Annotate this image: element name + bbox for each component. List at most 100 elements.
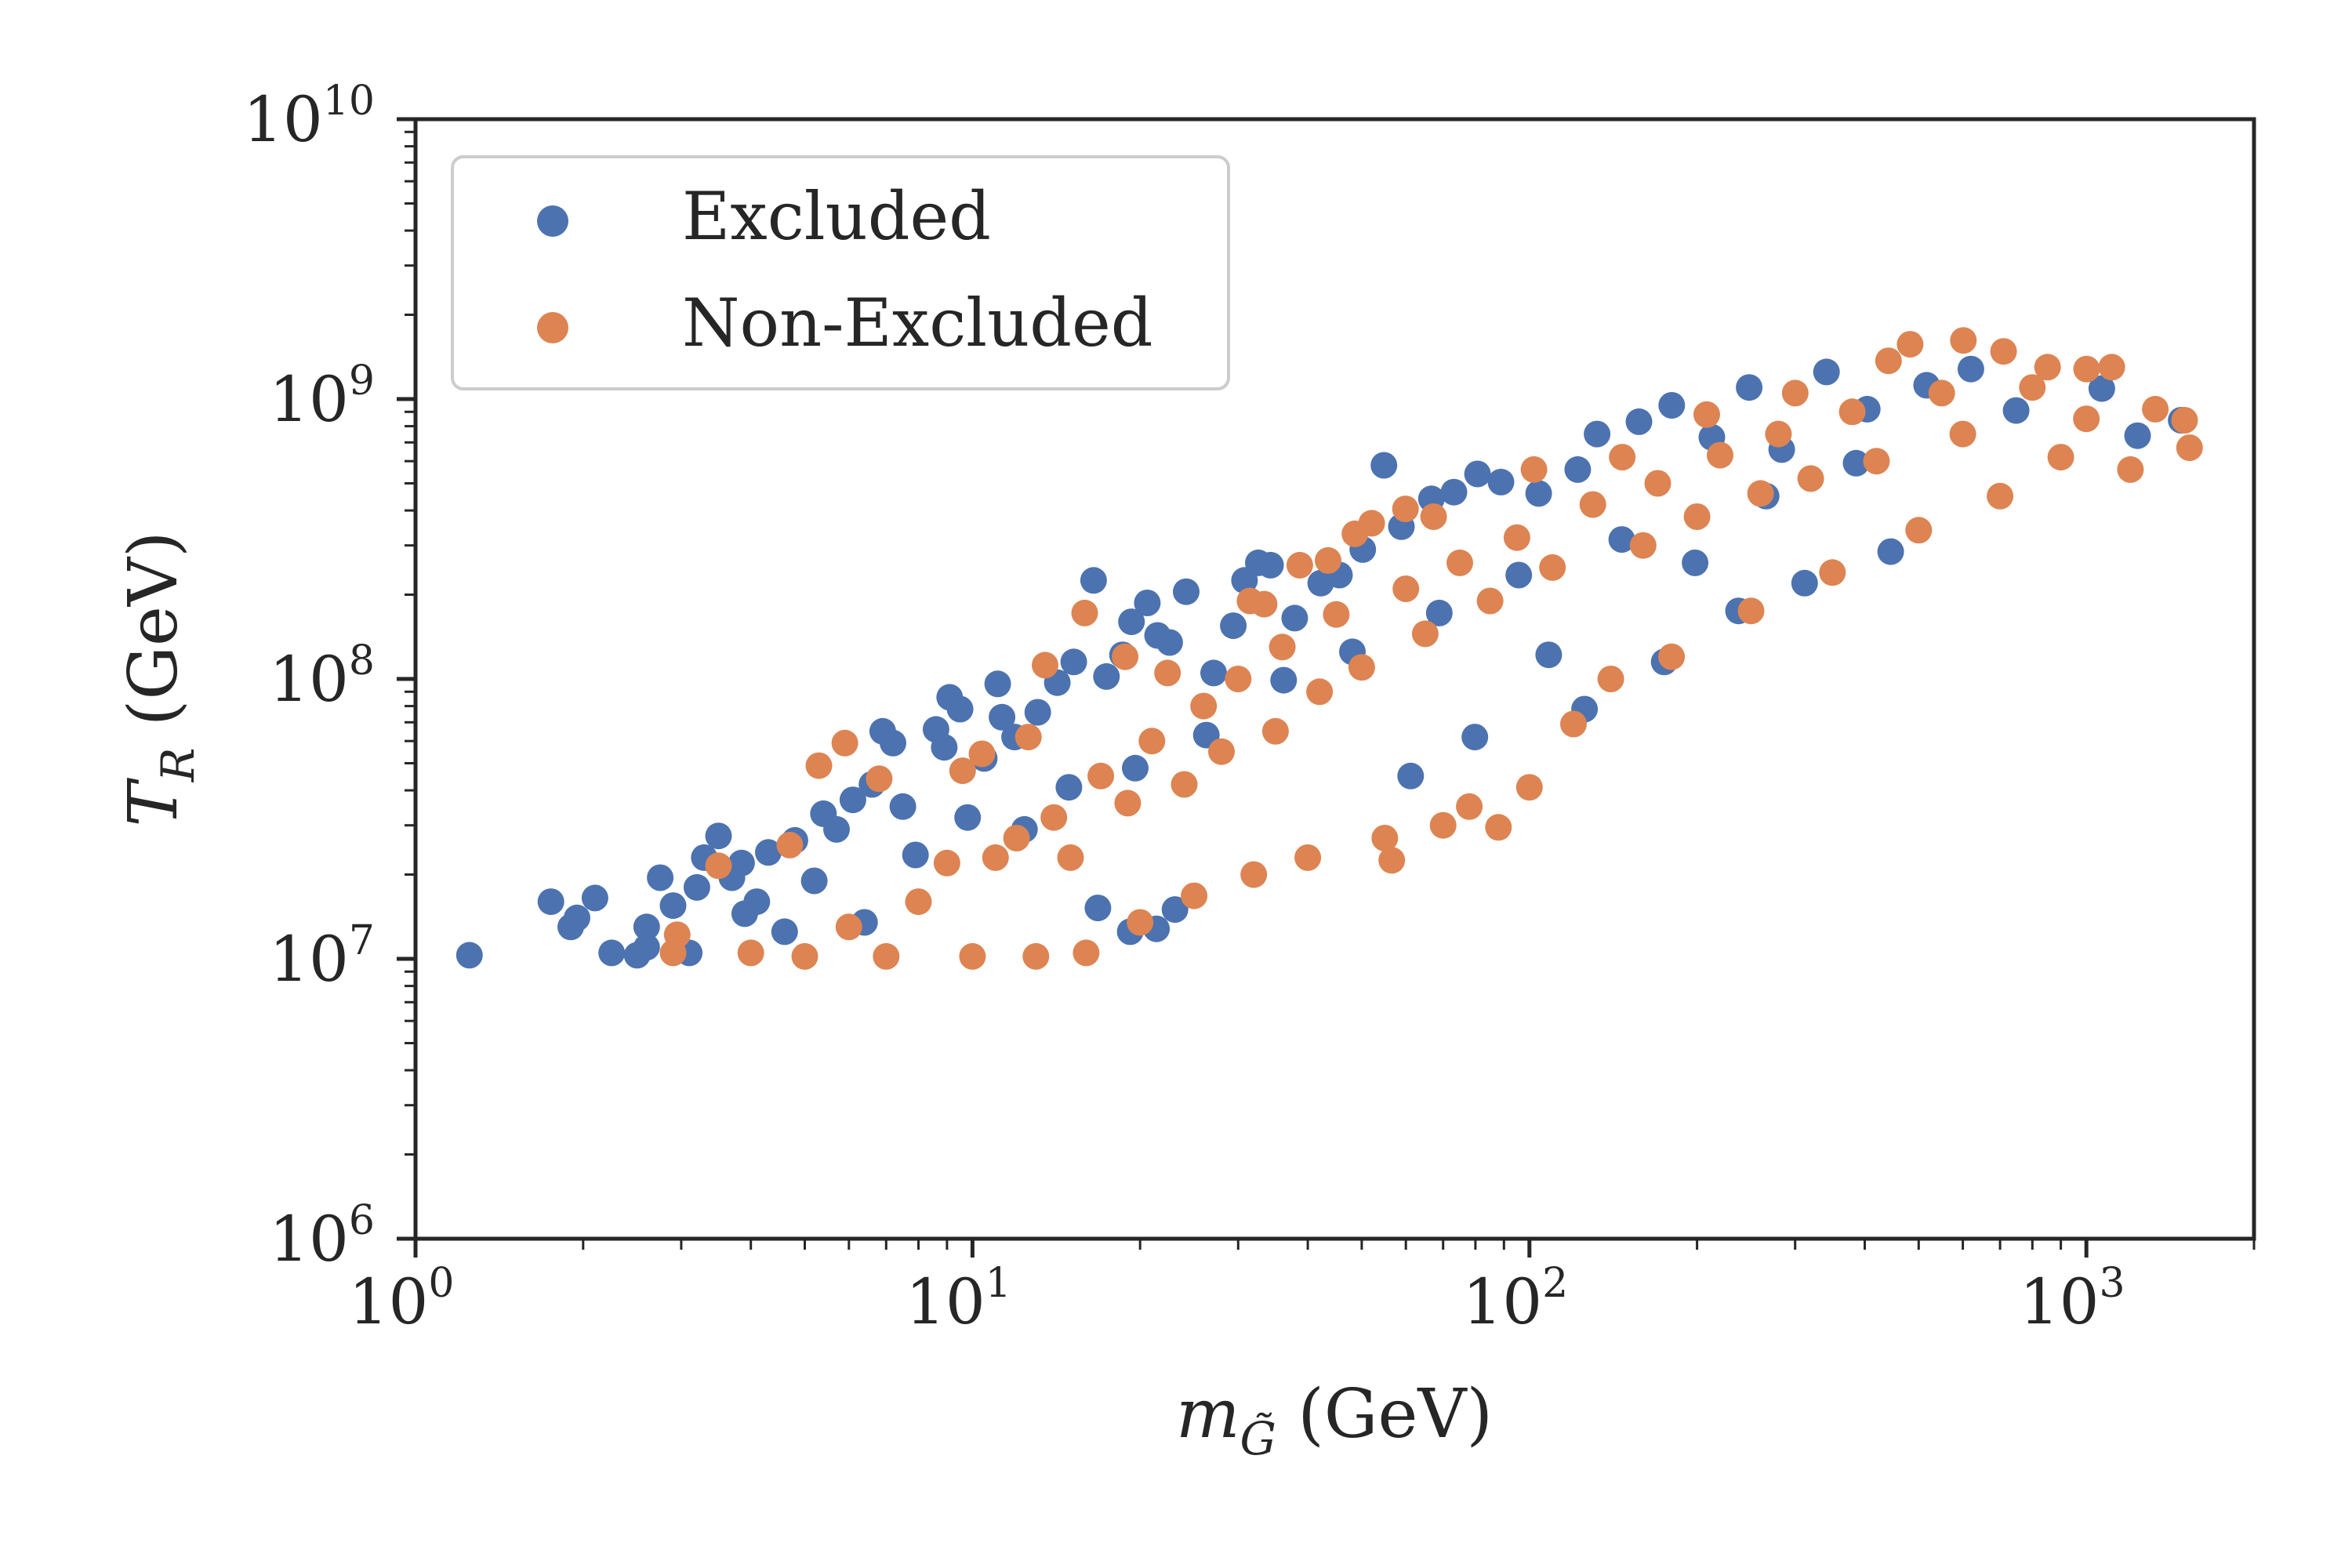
data-point — [1838, 398, 1866, 426]
data-point — [1122, 754, 1149, 782]
data-point — [2171, 407, 2198, 434]
data-point — [1225, 666, 1252, 692]
data-point — [1597, 666, 1624, 692]
data-point — [1315, 546, 1341, 574]
x-tick-exponent: 3 — [2100, 1260, 2125, 1307]
data-point — [1250, 590, 1278, 618]
data-point — [1425, 599, 1453, 626]
data-point — [1990, 338, 2017, 365]
data-point — [581, 884, 608, 912]
y-tick-exponent: 9 — [349, 358, 375, 405]
data-point — [1564, 456, 1592, 483]
data-point — [1693, 401, 1720, 428]
data-point — [1461, 724, 1489, 751]
data-point — [1294, 844, 1322, 871]
y-axis-label: TR (GeV) — [114, 531, 205, 826]
data-point — [1171, 771, 1198, 798]
data-point — [1446, 549, 1473, 576]
data-point — [1378, 847, 1406, 874]
data-point — [959, 942, 986, 970]
data-point — [537, 888, 564, 916]
data-point — [1658, 392, 1686, 419]
data-point — [1584, 420, 1611, 448]
data-point — [1987, 482, 2014, 510]
data-point — [1055, 774, 1083, 801]
y-tick-exponent: 7 — [349, 917, 375, 964]
data-point — [946, 695, 974, 723]
data-point — [705, 852, 732, 880]
y-tick-label: 107 — [269, 917, 375, 996]
data-point — [2002, 397, 2030, 424]
data-point — [1487, 468, 1515, 495]
data-point — [598, 939, 626, 967]
data-point — [1842, 449, 1870, 477]
data-point — [1358, 510, 1385, 537]
data-point — [1040, 804, 1068, 831]
legend-marker-excluded — [537, 205, 568, 237]
data-point — [1505, 561, 1533, 589]
data-point — [1629, 532, 1657, 559]
data-point — [902, 841, 929, 869]
data-points — [456, 327, 2203, 970]
data-point — [1156, 629, 1183, 656]
data-point — [1281, 604, 1308, 632]
data-point — [1032, 652, 1058, 679]
data-point — [1057, 844, 1084, 871]
data-point — [1323, 601, 1350, 628]
x-tick-label: 102 — [1462, 1260, 1568, 1338]
data-point — [1503, 524, 1530, 551]
data-point — [1127, 909, 1154, 936]
data-point — [2047, 444, 2074, 471]
data-point — [1240, 861, 1268, 888]
data-point — [933, 849, 960, 877]
x-axis-label-subscript: G̃ — [1240, 1411, 1276, 1465]
data-point — [1896, 331, 1924, 358]
data-point — [1371, 825, 1399, 851]
x-tick-exponent: 0 — [428, 1260, 454, 1307]
y-tick-base: 10 — [269, 643, 349, 716]
x-tick-label: 101 — [906, 1260, 1011, 1338]
data-point — [1269, 633, 1296, 661]
data-point — [1515, 774, 1543, 801]
data-point — [2073, 355, 2100, 383]
data-point — [1024, 699, 1051, 726]
data-point — [1957, 355, 1984, 383]
data-point — [1112, 643, 1139, 670]
y-tick-label: 108 — [269, 637, 375, 716]
data-point — [1138, 728, 1166, 755]
data-point — [905, 888, 932, 916]
legend-label-excluded: Excluded — [682, 178, 991, 255]
data-point — [1173, 578, 1200, 605]
data-point — [880, 729, 906, 757]
data-point — [1370, 452, 1398, 479]
x-tick-exponent: 2 — [1542, 1260, 1568, 1307]
data-point — [989, 703, 1016, 731]
x-tick-base: 10 — [906, 1265, 985, 1338]
data-point — [1440, 478, 1468, 506]
data-point — [1682, 549, 1709, 576]
data-point — [791, 942, 818, 970]
data-point — [1084, 895, 1112, 922]
y-tick-base: 10 — [269, 923, 349, 996]
data-point — [1003, 825, 1030, 851]
data-point — [737, 939, 764, 967]
y-axis-label-symbol: T — [114, 778, 193, 827]
data-point — [1420, 503, 1447, 530]
legend-label-non-excluded: Non-Excluded — [682, 285, 1153, 361]
data-point — [1270, 666, 1298, 694]
data-point — [1200, 659, 1227, 687]
data-point — [1261, 717, 1289, 745]
data-point — [1644, 470, 1671, 497]
x-tick-base: 10 — [2020, 1265, 2100, 1338]
data-point — [931, 734, 958, 761]
data-point — [1392, 575, 1420, 602]
y-tick-exponent: 8 — [349, 637, 375, 684]
data-point — [2117, 456, 2144, 483]
data-point — [2088, 375, 2115, 402]
x-tick-exponent: 1 — [985, 1260, 1011, 1307]
data-point — [2073, 405, 2100, 433]
x-tick-base: 10 — [1462, 1265, 1542, 1338]
data-point — [1609, 444, 1636, 471]
series-non-excluded — [659, 327, 2203, 970]
